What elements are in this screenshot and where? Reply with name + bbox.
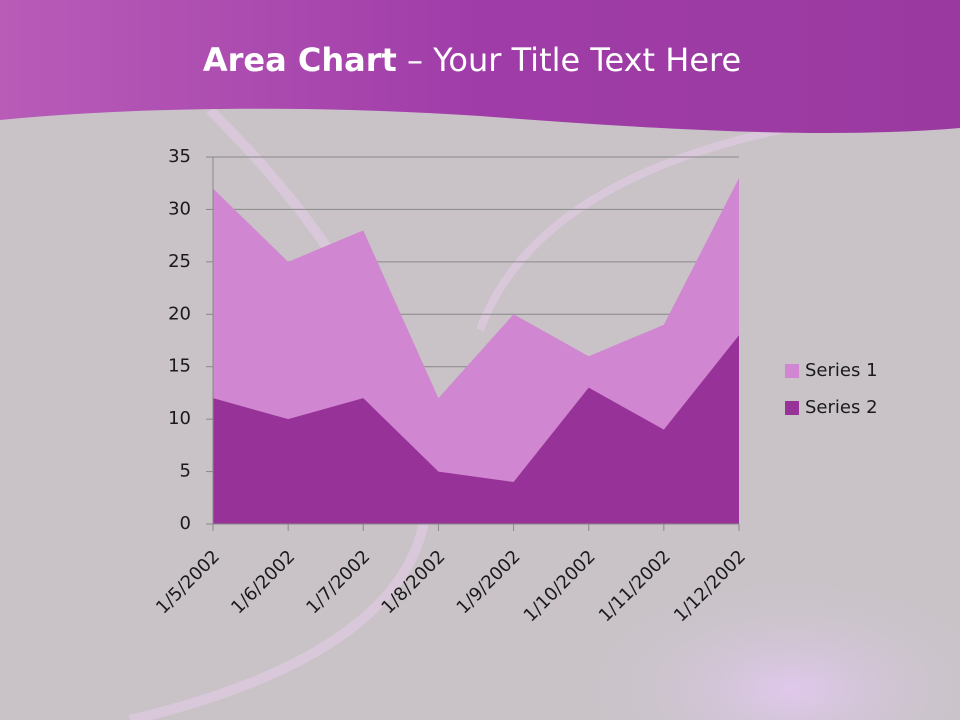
legend-label: Series 2 xyxy=(805,397,878,418)
area xyxy=(213,335,739,524)
y-tick-label: 0 xyxy=(180,513,191,534)
title-rest: – Your Title Text Here xyxy=(407,41,741,79)
decor-swirl xyxy=(476,126,781,332)
y-tick-label: 30 xyxy=(168,198,191,219)
header-band xyxy=(0,0,960,133)
y-tick-label: 10 xyxy=(168,408,191,429)
title-bold: Area Chart xyxy=(203,41,397,79)
legend-swatch xyxy=(785,401,799,415)
y-tick-label: 15 xyxy=(168,356,191,377)
y-tick-label: 35 xyxy=(168,146,191,167)
legend-swatch xyxy=(785,364,799,378)
slide-title: Area Chart – Your Title Text Here xyxy=(203,41,741,79)
y-tick-label: 20 xyxy=(168,303,191,324)
y-tick-label: 5 xyxy=(180,461,191,482)
legend-label: Series 1 xyxy=(805,360,878,381)
y-tick-label: 25 xyxy=(168,251,191,272)
